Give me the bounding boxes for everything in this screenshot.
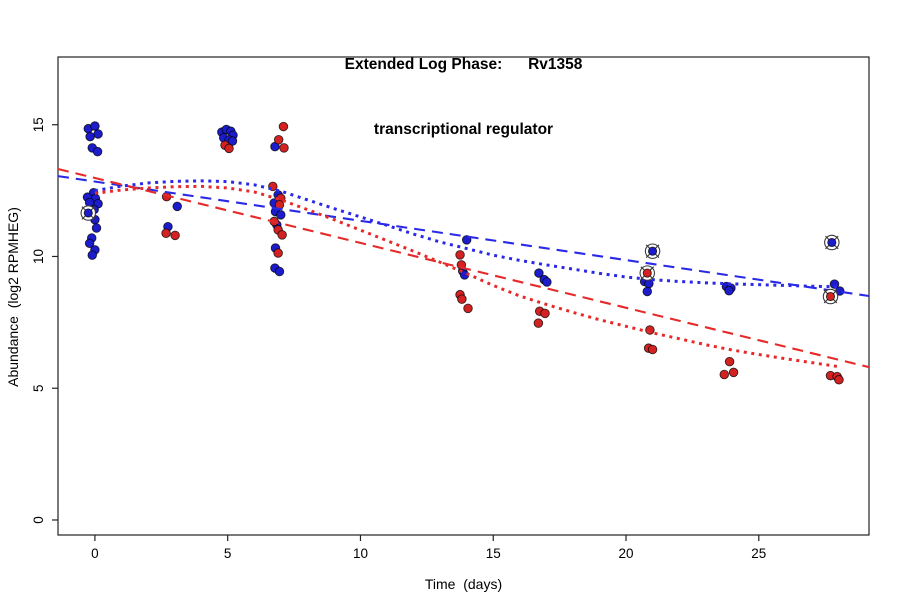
red-points-point <box>728 367 739 378</box>
red-points-point <box>277 230 287 240</box>
blue-points-point <box>91 223 102 233</box>
red-points-point <box>273 248 283 258</box>
y-tick-label: 10 <box>31 249 46 264</box>
red-points-point <box>279 143 289 153</box>
x-tick-label: 20 <box>619 546 634 561</box>
blue-flagged-points-point <box>827 237 837 248</box>
blue-points-point <box>274 266 285 277</box>
red-points-point <box>533 318 544 328</box>
y-tick-label: 15 <box>31 117 46 132</box>
x-tick-label: 0 <box>91 546 99 561</box>
red-points-point <box>278 121 289 132</box>
red-points-point <box>273 134 284 145</box>
red-flagged-points-point <box>642 268 652 278</box>
blue-points-point <box>534 268 544 278</box>
blue-points-point <box>87 250 98 260</box>
blue-points-point <box>172 201 182 212</box>
red-points-point <box>457 294 467 304</box>
x-tick-label: 10 <box>353 546 368 561</box>
blue-points-point <box>276 210 286 220</box>
blue-points-point <box>92 146 103 157</box>
red-points-point <box>170 230 180 241</box>
red-points-point <box>834 375 844 385</box>
y-axis-label: Abundance (log2 RPMHEG) <box>5 207 21 387</box>
red-points-point <box>224 143 234 154</box>
red-points-point <box>463 303 473 314</box>
y-tick-label: 5 <box>31 384 46 392</box>
x-tick-label: 25 <box>751 546 766 561</box>
x-tick-label: 5 <box>224 546 232 561</box>
blue-smooth-fit-line <box>94 179 839 289</box>
blue-points-point <box>90 121 100 131</box>
red-points-point <box>540 308 550 319</box>
x-tick-label: 15 <box>486 546 501 561</box>
blue-flagged-points-point <box>648 246 658 256</box>
chart-title: Extended Log Phase: Rv1358 transcription… <box>58 11 869 185</box>
red-points-point <box>455 250 465 260</box>
red-points-point <box>161 228 171 239</box>
blue-points-point <box>85 131 95 142</box>
blue-points-point <box>724 285 734 296</box>
chart-title-line1: Extended Log Phase: Rv1358 <box>344 56 583 74</box>
red-smooth-fit-line <box>94 184 839 369</box>
red-linear-fit-line <box>57 167 870 369</box>
red-points-point <box>719 369 730 380</box>
blue-points-point <box>542 277 552 287</box>
red-flagged-points-point <box>825 291 836 302</box>
red-points-point <box>724 356 735 367</box>
red-points-point <box>647 344 658 355</box>
blue-linear-fit-line <box>57 175 870 298</box>
blue-points-point <box>642 286 653 297</box>
blue-flagged-points-point <box>83 208 93 218</box>
chart-title-line2: transcriptional regulator <box>373 121 554 139</box>
blue-points-point <box>84 238 95 249</box>
y-tick-label: 0 <box>31 516 46 524</box>
x-axis-label: Time (days) <box>424 576 503 592</box>
